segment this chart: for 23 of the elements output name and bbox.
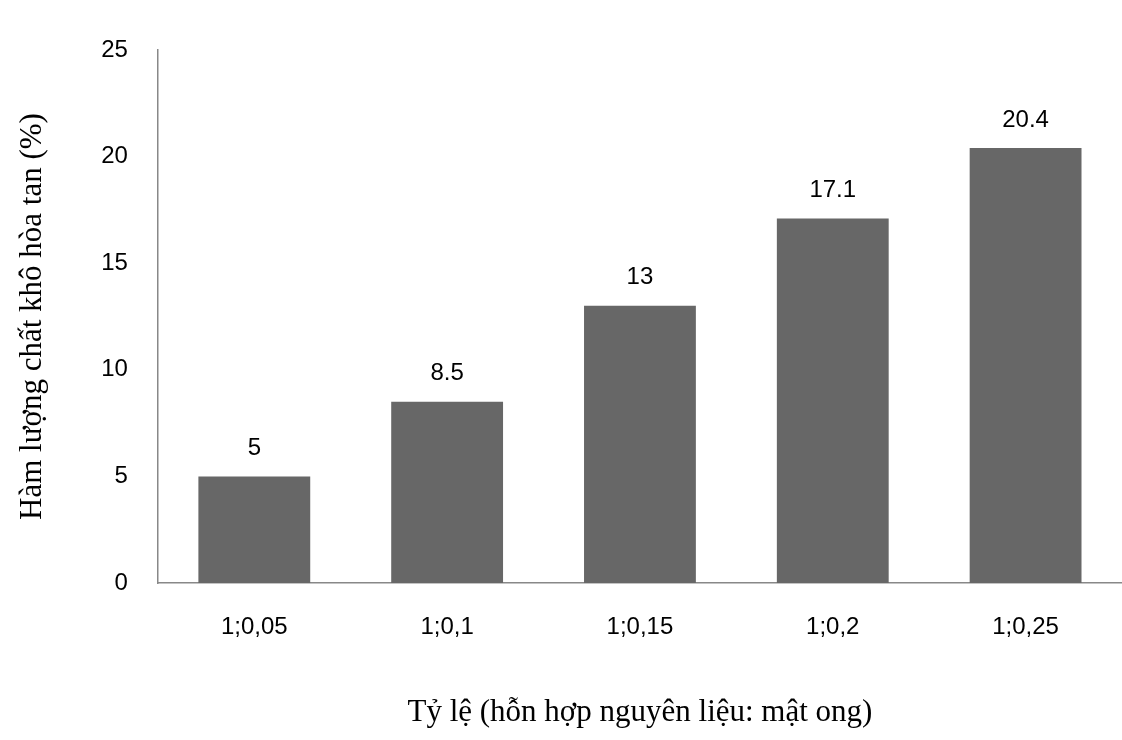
bar xyxy=(584,305,696,583)
y-tick-label: 20 xyxy=(101,141,128,169)
y-tick-label: 15 xyxy=(101,247,128,275)
data-label: 13 xyxy=(626,262,654,290)
x-tick-label: 1;0,2 xyxy=(806,612,860,640)
data-label: 5 xyxy=(247,433,261,461)
y-axis-title: Hàm lượng chất khô hòa tan (%) xyxy=(12,113,48,520)
data-label: 20.4 xyxy=(1002,104,1049,132)
data-label: 8.5 xyxy=(430,358,464,386)
x-tick-label: 1;0,05 xyxy=(220,612,288,640)
bar xyxy=(776,218,889,583)
bar xyxy=(969,148,1082,583)
y-tick-label: 10 xyxy=(101,354,128,382)
bar xyxy=(198,476,311,583)
x-tick-label: 1;0,15 xyxy=(606,612,674,640)
bar xyxy=(391,401,504,583)
y-tick-label: 25 xyxy=(101,34,128,62)
y-tick-label: 5 xyxy=(114,461,128,489)
x-tick-label: 1;0,1 xyxy=(420,612,474,640)
data-label: 17.1 xyxy=(809,175,857,203)
x-axis-title: Tỷ lệ (hỗn hợp nguyên liệu: mật ong) xyxy=(407,692,873,728)
x-tick-label: 1;0,25 xyxy=(992,612,1059,640)
y-tick-label: 0 xyxy=(114,567,128,595)
